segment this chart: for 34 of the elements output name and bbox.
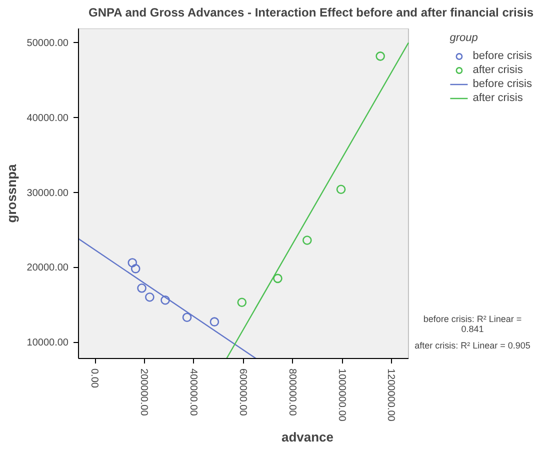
x-tick-label: 1000000.00 bbox=[336, 368, 347, 422]
y-axis-title: grossnpa bbox=[4, 163, 19, 223]
legend-label: after crisis bbox=[472, 91, 523, 105]
text: before crisis: R² Linear = 0.841 bbox=[423, 314, 522, 334]
text: after crisis: R² Linear = 0.905 bbox=[414, 340, 530, 350]
x-tick-label: 1200000.00 bbox=[385, 368, 396, 422]
point bbox=[237, 298, 247, 308]
point bbox=[302, 236, 312, 245]
y-tick-label: 30000.00 bbox=[26, 188, 69, 199]
point bbox=[336, 184, 346, 194]
point bbox=[210, 317, 220, 326]
legend-label: before crisis bbox=[472, 49, 532, 63]
x-tick-label: 600000.00 bbox=[236, 368, 248, 416]
point bbox=[130, 264, 140, 274]
point bbox=[145, 292, 154, 302]
point bbox=[137, 284, 146, 293]
x-axis-title: advance bbox=[281, 429, 334, 444]
x-tick-label: 200000.00 bbox=[138, 368, 149, 416]
point bbox=[128, 258, 138, 268]
x-tick-label: 400000.00 bbox=[187, 368, 198, 416]
chart-title: GNPA and Gross Advances - Interaction Effect before and after financial crisis bbox=[88, 6, 534, 20]
point bbox=[376, 52, 385, 61]
x-tick-label: 0.00 bbox=[88, 368, 100, 388]
y-tick-label: 50000.00 bbox=[26, 38, 69, 50]
legend-label: before crisis bbox=[472, 77, 532, 91]
legend-label: after crisis bbox=[472, 63, 523, 77]
legend-title: group bbox=[450, 32, 479, 44]
point bbox=[273, 274, 282, 284]
point bbox=[182, 312, 192, 322]
y-tick-label: 40000.00 bbox=[26, 113, 69, 124]
y-tick-label: 10000.00 bbox=[26, 338, 69, 349]
y-tick-label: 20000.00 bbox=[26, 262, 69, 274]
point bbox=[160, 295, 170, 305]
x-tick-label: 800000.00 bbox=[286, 368, 298, 416]
